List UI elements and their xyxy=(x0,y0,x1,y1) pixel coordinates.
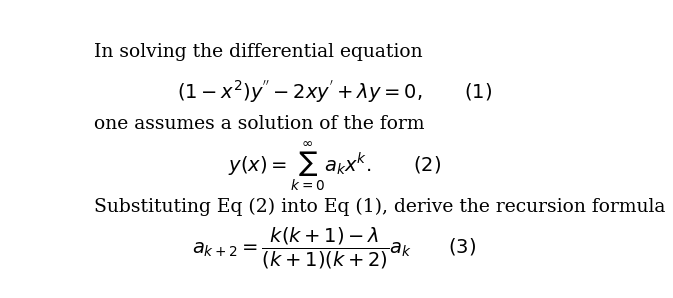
Text: $y(x) = \sum_{k=0}^{\infty} a_k x^k. \quad\quad (2)$: $y(x) = \sum_{k=0}^{\infty} a_k x^k. \qu… xyxy=(228,140,441,193)
Text: $(1 - x^2)y^{''} - 2xy^{'} + \lambda y = 0, \quad\quad (1)$: $(1 - x^2)y^{''} - 2xy^{'} + \lambda y =… xyxy=(177,79,492,105)
Text: one assumes a solution of the form: one assumes a solution of the form xyxy=(94,115,424,133)
Text: In solving the differential equation: In solving the differential equation xyxy=(94,43,422,61)
Text: Substituting Eq (2) into Eq (1), derive the recursion formula: Substituting Eq (2) into Eq (1), derive … xyxy=(94,198,665,216)
Text: $a_{k+2} = \dfrac{k(k+1) - \lambda}{(k+1)(k+2)} a_k \quad\quad (3)$: $a_{k+2} = \dfrac{k(k+1) - \lambda}{(k+1… xyxy=(192,226,476,271)
